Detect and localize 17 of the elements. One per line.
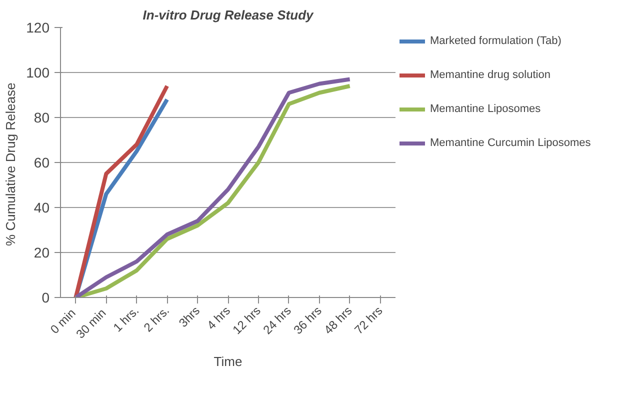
y-tick-label: 120 <box>26 20 50 36</box>
x-tick-label: 3hrs <box>176 304 202 330</box>
x-tick-label: 2 hrs. <box>140 304 172 335</box>
y-tick-label: 20 <box>34 244 50 260</box>
x-tick-label: 1 hrs. <box>110 304 142 335</box>
chart-title: In-vitro Drug Release Study <box>142 8 314 22</box>
y-tick-label: 60 <box>34 154 50 170</box>
y-tick-label: 100 <box>26 64 50 80</box>
y-tick-label: 0 <box>42 290 50 306</box>
y-axis-title: % Cumulative Drug Release <box>3 82 18 246</box>
legend-label: Memantine Liposomes <box>430 103 541 115</box>
legend-label: Memantine drug solution <box>430 69 550 81</box>
y-tick-label: 40 <box>34 200 50 216</box>
legend-label: Memantine Curcumin Liposomes <box>430 137 591 149</box>
legend-label: Marketed formulation (Tab) <box>430 35 562 47</box>
y-tick-label: 80 <box>34 110 50 126</box>
x-axis-title: Time <box>214 354 242 370</box>
